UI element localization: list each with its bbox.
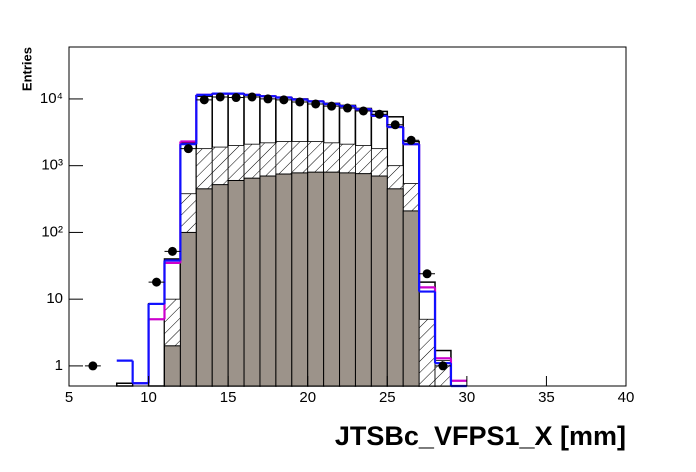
data-point — [247, 92, 257, 102]
filled-bin — [354, 173, 372, 387]
filled-bin — [179, 231, 197, 387]
filled-bin — [227, 179, 245, 387]
filled-bin — [370, 175, 388, 387]
data-point — [167, 246, 177, 256]
x-tick-label: 40 — [618, 389, 635, 406]
y-tick-label: 10 — [46, 290, 63, 307]
data-point — [231, 93, 241, 103]
data-point — [438, 361, 448, 371]
x-tick-label: 20 — [299, 389, 316, 406]
y-tick-label: 1 — [55, 357, 63, 374]
x-tick-label: 25 — [379, 389, 396, 406]
data-point — [374, 109, 384, 119]
filled-bin — [339, 172, 356, 387]
filled-bin — [386, 188, 404, 387]
data-point — [327, 101, 337, 111]
data-point — [88, 361, 98, 371]
plot-frame — [68, 46, 627, 387]
data-point — [311, 99, 321, 109]
y-axis-label: Entries — [19, 47, 34, 91]
x-tick-label: 5 — [65, 389, 73, 406]
data-point — [406, 135, 416, 145]
hatched-bin — [418, 318, 436, 387]
filled-bin — [259, 175, 277, 387]
total-bin — [147, 303, 166, 387]
filled-bin — [323, 171, 341, 387]
data-point — [343, 103, 352, 113]
y-tick-label: 10³ — [41, 157, 63, 174]
data-point — [358, 106, 368, 116]
data-point — [199, 95, 209, 105]
data-point — [279, 95, 289, 105]
y-tick-label: 10⁴ — [40, 90, 63, 107]
filled-bin — [291, 172, 309, 387]
filled-bin — [307, 171, 325, 387]
data-point — [152, 277, 162, 287]
y-tick-label: 10² — [41, 223, 63, 240]
data-point — [263, 94, 273, 104]
x-tick-label: 30 — [459, 389, 476, 406]
data-point — [215, 92, 225, 102]
filled-bin — [211, 184, 229, 387]
x-axis-label: JTSBc_VFPS1_X [mm] — [335, 421, 626, 451]
filled-bin — [243, 177, 261, 387]
x-tick-label: 15 — [220, 389, 237, 406]
x-tick-label: 10 — [140, 389, 157, 406]
x-tick-label: 35 — [538, 389, 555, 406]
data-point — [422, 269, 432, 279]
data-point — [183, 144, 193, 154]
filled-bin — [163, 345, 181, 387]
filled-bin — [195, 188, 213, 387]
filled-bin — [402, 210, 420, 387]
filled-bin — [275, 173, 293, 387]
data-point — [295, 97, 305, 107]
data-point — [390, 120, 400, 130]
